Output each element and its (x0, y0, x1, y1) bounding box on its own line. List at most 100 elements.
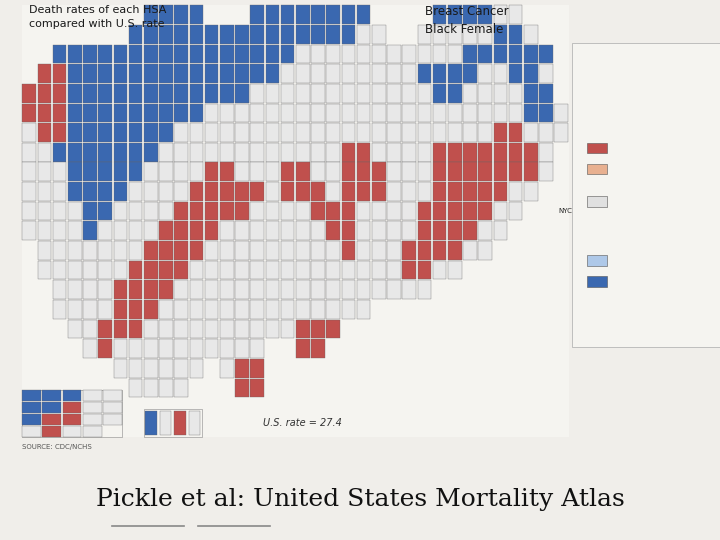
Bar (174, 221, 188, 240)
Bar (311, 44, 325, 63)
Bar (356, 261, 371, 280)
Bar (387, 261, 401, 280)
Bar (524, 44, 538, 63)
Bar (204, 143, 218, 161)
Bar (129, 123, 143, 142)
Bar (204, 25, 218, 44)
Bar (189, 241, 203, 260)
Bar (83, 123, 97, 142)
Bar (22, 5, 569, 437)
Bar (235, 379, 249, 397)
Bar (493, 202, 508, 220)
Bar (326, 182, 340, 201)
Bar (251, 163, 264, 181)
Bar (311, 64, 325, 83)
Bar (587, 255, 608, 266)
Bar (114, 221, 127, 240)
Bar (83, 44, 97, 63)
Bar (251, 84, 264, 103)
Bar (144, 104, 158, 122)
Bar (235, 320, 249, 339)
Bar (311, 280, 325, 299)
Bar (251, 25, 264, 44)
Bar (356, 44, 371, 63)
Bar (99, 202, 112, 220)
Bar (204, 261, 218, 280)
Bar (204, 44, 218, 63)
Bar (53, 221, 66, 240)
Bar (493, 25, 508, 44)
Bar (524, 84, 538, 103)
Bar (463, 64, 477, 83)
Bar (53, 202, 66, 220)
Bar (22, 123, 36, 142)
Bar (326, 202, 340, 220)
Bar (281, 143, 294, 161)
Bar (99, 163, 112, 181)
Bar (281, 300, 294, 319)
Bar (402, 84, 416, 103)
Bar (68, 44, 81, 63)
Bar (22, 182, 36, 201)
Bar (251, 300, 264, 319)
Bar (266, 280, 279, 299)
Bar (63, 426, 81, 437)
Text: NYC: NYC (558, 208, 572, 214)
Bar (539, 104, 553, 122)
Bar (448, 241, 462, 260)
Bar (235, 64, 249, 83)
Bar (129, 25, 143, 44)
Bar (554, 123, 568, 142)
Bar (524, 123, 538, 142)
Bar (114, 143, 127, 161)
Bar (235, 44, 249, 63)
Bar (53, 182, 66, 201)
Bar (235, 25, 249, 44)
Bar (326, 5, 340, 24)
Bar (68, 280, 81, 299)
Bar (356, 84, 371, 103)
Bar (174, 25, 188, 44)
Bar (587, 197, 608, 207)
Bar (174, 104, 188, 122)
Bar (296, 84, 310, 103)
Bar (372, 202, 386, 220)
Bar (326, 300, 340, 319)
Bar (587, 276, 608, 287)
Bar (356, 221, 371, 240)
Bar (68, 104, 81, 122)
Bar (311, 25, 325, 44)
Bar (296, 163, 310, 181)
Bar (296, 143, 310, 161)
Bar (493, 123, 508, 142)
Bar (266, 163, 279, 181)
Bar (266, 202, 279, 220)
Bar (114, 339, 127, 358)
Text: Not significant: Not significant (611, 197, 667, 206)
Bar (266, 123, 279, 142)
Bar (493, 5, 508, 24)
Bar (326, 25, 340, 44)
Bar (235, 202, 249, 220)
Bar (372, 84, 386, 103)
Bar (387, 241, 401, 260)
Bar (68, 84, 81, 103)
Bar (311, 261, 325, 280)
Bar (53, 280, 66, 299)
Bar (83, 163, 97, 181)
Bar (114, 123, 127, 142)
Bar (418, 44, 431, 63)
Bar (204, 163, 218, 181)
Bar (463, 25, 477, 44)
Bar (251, 241, 264, 260)
Bar (311, 339, 325, 358)
Bar (356, 143, 371, 161)
Bar (189, 44, 203, 63)
Bar (509, 163, 523, 181)
Bar (356, 241, 371, 260)
Bar (144, 163, 158, 181)
Bar (22, 104, 36, 122)
Bar (448, 64, 462, 83)
Bar (235, 339, 249, 358)
Bar (189, 64, 203, 83)
